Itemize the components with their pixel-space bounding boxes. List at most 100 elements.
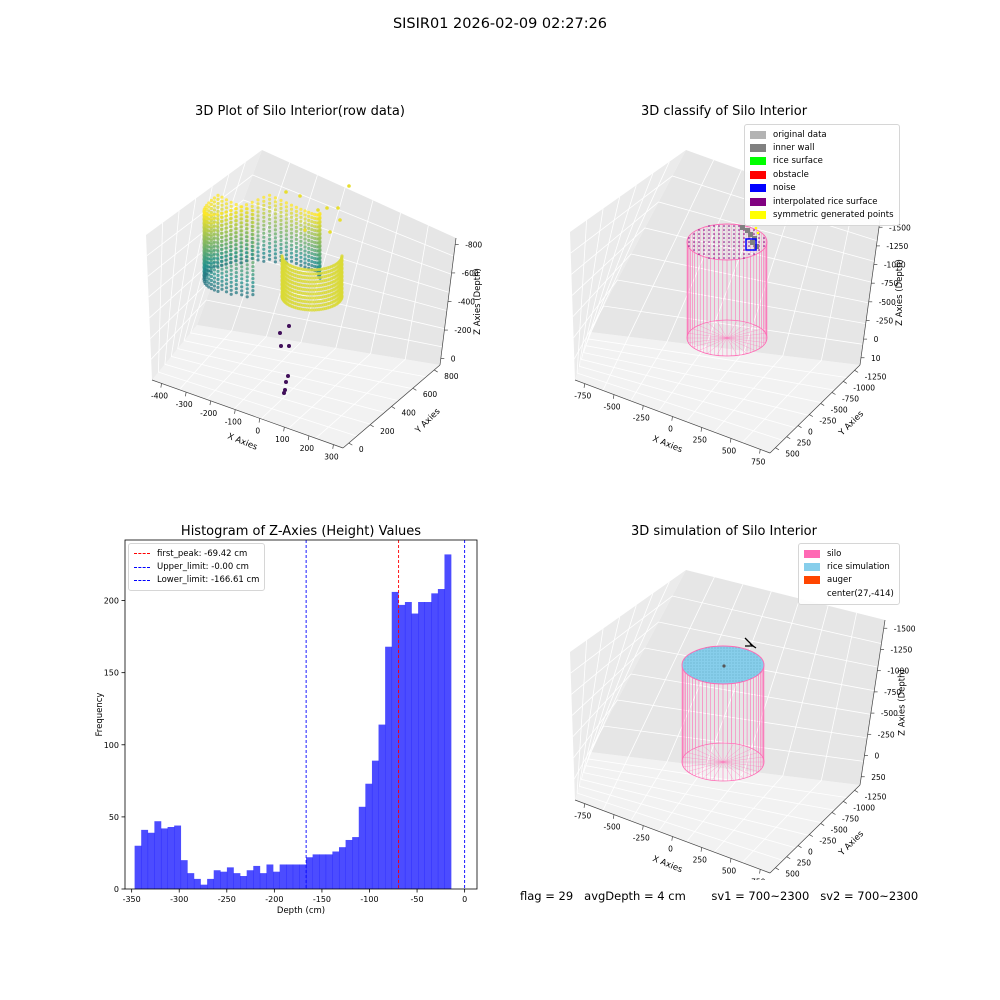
raw-point [299,239,303,243]
simulation-legend-label: silo [827,548,842,559]
simulation-3d-plot[interactable]: -750 -500 -250 0 250 500 750 500 250 0 -250 -500 -75… [500,540,1000,880]
simulation-rice-point [753,662,755,664]
raw-point [256,250,260,254]
raw-point [303,221,307,225]
simulation-rice-point [684,668,686,670]
simulation-rice-point [711,653,713,655]
histogram-chart[interactable]: -350 -300 -250 -200 -150 -100 -50 0 0 50 100 150 200… [0,530,500,920]
raw-grid-line [233,187,346,410]
simulation-rice-point [723,659,725,661]
histogram-bar [193,878,201,889]
classify-interpolated-point [728,237,730,239]
histogram-title: Histogram of Z-Axies (Height) Values [180,524,422,539]
simulation-rice-point [723,671,725,673]
simulation-y-tick [775,867,780,871]
classify-interpolated-point [698,229,700,231]
simulation-rice-point [735,671,737,673]
raw-point [239,241,243,245]
raw-point [310,264,314,268]
raw-x-label: X Axies [226,432,259,453]
raw-point [310,280,314,284]
raw-x-tick [185,392,187,397]
simulation-rice-point [702,668,704,670]
classify-interpolated-point [733,237,735,239]
histogram-legend-swatch [134,579,150,581]
histogram-bar [424,602,432,889]
simulation-silo-mesh [681,646,765,781]
raw-point [234,211,238,215]
raw-point [289,211,294,215]
histogram-legend-swatch [134,566,150,568]
classify-silo-spoke [716,337,728,356]
simulation-rice-point [756,656,758,658]
raw-point [308,272,312,276]
raw-point [303,217,307,221]
raw-point [307,238,311,242]
raw-point [251,281,255,285]
simulation-rice-point [693,665,695,667]
raw-point [318,255,322,259]
raw-point [284,205,288,209]
raw-point [229,280,233,284]
classify-legend-swatch [750,211,766,220]
raw-point [251,277,255,281]
histogram-bars [134,554,452,889]
raw-point [256,218,260,222]
simulation-rice-point [717,668,719,670]
raw-grid-line [148,224,450,298]
simulation-rice-point [699,650,701,652]
raw-point [234,247,238,251]
classify-silo-spoke [726,325,756,339]
raw-point [224,266,229,270]
raw-point [234,255,238,259]
raw-x-tick-label: -400 [151,391,168,400]
raw-point [303,213,307,217]
simulation-x-tick [671,836,673,841]
simulation-legend-item: center(27,-414) [804,587,894,600]
simulation-y-axis-line [769,784,861,874]
simulation-rice-point [714,680,716,682]
simulation-rice-point [717,650,719,652]
histogram-bar [213,870,221,889]
simulation-rice-point [738,662,740,664]
classify-z-tick-label: -250 [876,316,893,325]
classify-grid-line [580,196,809,416]
raw-point [299,223,303,227]
raw-point [308,284,312,288]
simulation-rice-point [726,665,728,667]
simulation-rice-point [759,665,761,667]
raw-point [234,203,238,207]
raw-3d-plot[interactable]: -400 -300 -200 -100 0 100 200 300 0 200 400 600 800 0… [0,120,500,500]
classify-plot-title: 3D classify of Silo Interior [640,104,808,119]
raw-point [289,231,294,235]
simulation-rice-point [717,656,719,658]
raw-point [310,236,314,240]
raw-point [268,205,272,209]
classify-interpolated-point [763,245,765,247]
simulation-rice-point [720,677,722,679]
histogram-y-tick-label: 0 [114,885,119,894]
simulation-legend-swatch [804,549,820,558]
simulation-rice-point [738,668,740,670]
raw-point [289,235,294,239]
classify-interpolated-point [723,257,725,259]
raw-point [212,229,216,233]
raw-point [245,267,249,271]
raw-point [224,238,228,242]
raw-point [312,272,316,276]
simulation-y-tick-label: 500 [785,870,800,879]
classify-interpolated-point [713,225,715,227]
raw-point [229,257,233,261]
histogram-x-tick-label: -50 [411,895,424,904]
simulation-rice-point [696,677,698,679]
raw-x-tick-label: 300 [324,453,339,462]
raw-point [315,304,319,308]
classify-z-tick-label: -1000 [884,261,906,270]
classify-z-label: Z Axies (Depth) [895,259,905,326]
raw-point [273,240,277,244]
raw-point [244,227,249,231]
simulation-rice-point [726,668,728,670]
raw-point [250,216,254,220]
raw-point [229,200,233,204]
raw-point [303,209,307,213]
